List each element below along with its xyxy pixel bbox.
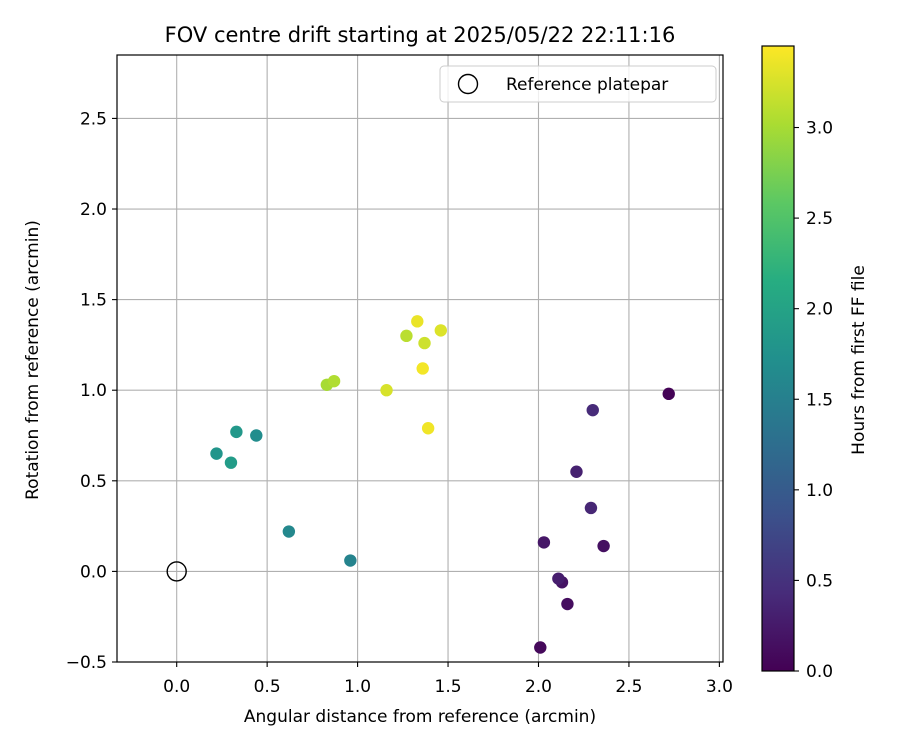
data-point [561,597,574,611]
legend-marker-reference [457,73,479,95]
colorbar-tick-label: 3.0 [806,119,833,139]
x-axis-label: Angular distance from reference (arcmin) [244,707,596,727]
colorbar-ticks: 0.0 0.5 1.0 1.5 2.0 2.5 3.0 [794,119,833,682]
data-point [584,501,598,515]
data-point [224,456,238,469]
data-point [344,554,357,567]
x-tick-label: 2.0 [525,677,552,697]
colorbar-tick-label: 0.5 [806,571,833,591]
x-tick-label: 1.0 [344,677,371,697]
legend-label-reference: Reference platepar [506,75,668,95]
x-tick-label: 3.0 [706,677,733,697]
y-tick-label: 1.0 [80,381,107,401]
y-tick-label: 0.0 [80,562,107,582]
data-point [230,425,243,439]
data-point [552,572,565,585]
plot-background [117,55,723,662]
colorbar-tick-label: 1.0 [806,481,833,501]
data-point [327,374,341,388]
colorbar-label: Hours from first FF file [849,265,869,455]
reference-platepar-marker [166,561,187,582]
data-point [400,329,413,343]
y-tick-label: −0.5 [66,653,107,673]
x-tick-label: 2.5 [615,677,642,697]
y-axis-label: Rotation from reference (arcmin) [23,220,43,500]
y-axis-ticks: −0.5 0.0 0.5 1.0 1.5 2.0 2.5 [66,109,117,673]
data-point [597,539,610,553]
data-point [662,387,675,401]
data-point [434,324,448,337]
x-tick-label: 0.5 [254,677,281,697]
y-tick-label: 1.5 [80,291,107,311]
colorbar-tick-label: 1.5 [806,390,833,410]
data-point [537,536,551,549]
chart-title: FOV centre drift starting at 2025/05/22 … [165,23,676,47]
data-point [411,315,424,328]
y-tick-label: 2.5 [80,109,107,129]
x-tick-label: 1.5 [435,677,462,697]
colorbar-gradient [762,46,794,671]
legend: Reference platepar [439,65,717,103]
x-axis-ticks: 0.0 0.5 1.0 1.5 2.0 2.5 3.0 [163,662,733,697]
plot-area: 0.0 0.5 1.0 1.5 2.0 2.5 3.0 −0.5 0.0 0.5 1.0 1.5 2.… [66,54,733,697]
data-point [210,447,223,460]
colorbar-tick-label: 2.5 [806,209,833,229]
data-points [210,315,675,654]
data-point [534,641,547,654]
data-point [421,422,435,435]
data-point [586,403,599,417]
legend-box [439,65,717,103]
colorbar: 0.0 0.5 1.0 1.5 2.0 2.5 3.0 Hours from first F… [761,45,869,682]
reference-marker-layer [166,561,187,582]
data-point [418,336,431,350]
x-tick-label: 0.0 [163,677,190,697]
data-point [282,525,296,538]
plot-frame [116,54,724,663]
data-point [380,384,393,397]
data-point [416,362,429,375]
colorbar-frame [761,45,795,672]
colorbar-tick-label: 0.0 [806,662,833,682]
colorbar-tick-label: 2.0 [806,300,833,320]
data-point [250,429,263,442]
y-tick-label: 2.0 [80,200,107,220]
data-point [570,465,583,478]
y-tick-label: 0.5 [80,472,107,492]
